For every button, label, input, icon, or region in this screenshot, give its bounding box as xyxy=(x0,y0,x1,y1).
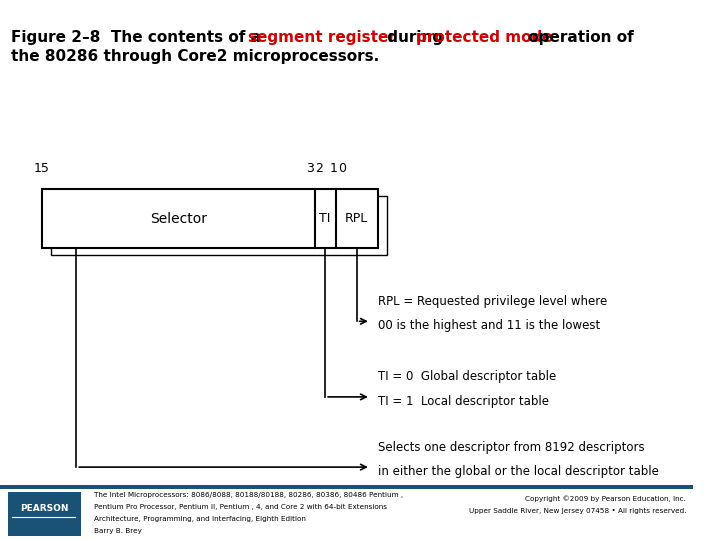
Text: the 80286 through Core2 microprocessors.: the 80286 through Core2 microprocessors. xyxy=(11,49,379,64)
Text: in either the global or the local descriptor table: in either the global or the local descri… xyxy=(378,465,659,478)
Text: Architecture, Programming, and Interfacing, Eighth Edition: Architecture, Programming, and Interfaci… xyxy=(94,516,305,522)
Text: protected mode: protected mode xyxy=(416,30,553,45)
Text: RPL = Requested privilege level where: RPL = Requested privilege level where xyxy=(378,295,607,308)
Text: during: during xyxy=(382,30,448,45)
Bar xyxy=(42,189,378,248)
Text: PEARSON: PEARSON xyxy=(20,504,68,513)
Bar xyxy=(9,492,81,536)
Text: Pentium Pro Processor, Pentium II, Pentium , 4, and Core 2 with 64-bit Extension: Pentium Pro Processor, Pentium II, Penti… xyxy=(94,504,387,510)
Text: 1: 1 xyxy=(330,163,338,176)
Text: 0: 0 xyxy=(338,163,346,176)
Text: Selects one descriptor from 8192 descriptors: Selects one descriptor from 8192 descrip… xyxy=(378,441,644,454)
Text: 15: 15 xyxy=(34,163,50,176)
Text: Upper Saddle River, New Jersey 07458 • All rights reserved.: Upper Saddle River, New Jersey 07458 • A… xyxy=(469,508,686,514)
Text: RPL: RPL xyxy=(345,212,369,225)
Text: TI = 0  Global descriptor table: TI = 0 Global descriptor table xyxy=(378,370,556,383)
Text: Barry B. Brey: Barry B. Brey xyxy=(94,528,141,534)
Text: The Intel Microprocessors: 8086/8088, 80188/80188, 80286, 80386, 80486 Pentium ,: The Intel Microprocessors: 8086/8088, 80… xyxy=(94,492,402,498)
Text: 00 is the highest and 11 is the lowest: 00 is the highest and 11 is the lowest xyxy=(378,319,600,332)
Text: Selector: Selector xyxy=(150,212,207,226)
Bar xyxy=(0,485,693,489)
Text: 3: 3 xyxy=(307,163,315,176)
Text: TI: TI xyxy=(320,212,331,225)
Text: segment register: segment register xyxy=(248,30,396,45)
Text: Figure 2–8  The contents of a: Figure 2–8 The contents of a xyxy=(11,30,266,45)
Text: operation of: operation of xyxy=(523,30,634,45)
Text: 2: 2 xyxy=(315,163,323,176)
Text: Copyright ©2009 by Pearson Education, Inc.: Copyright ©2009 by Pearson Education, In… xyxy=(525,496,686,502)
Bar xyxy=(50,196,387,255)
Text: TI = 1  Local descriptor table: TI = 1 Local descriptor table xyxy=(378,395,549,408)
